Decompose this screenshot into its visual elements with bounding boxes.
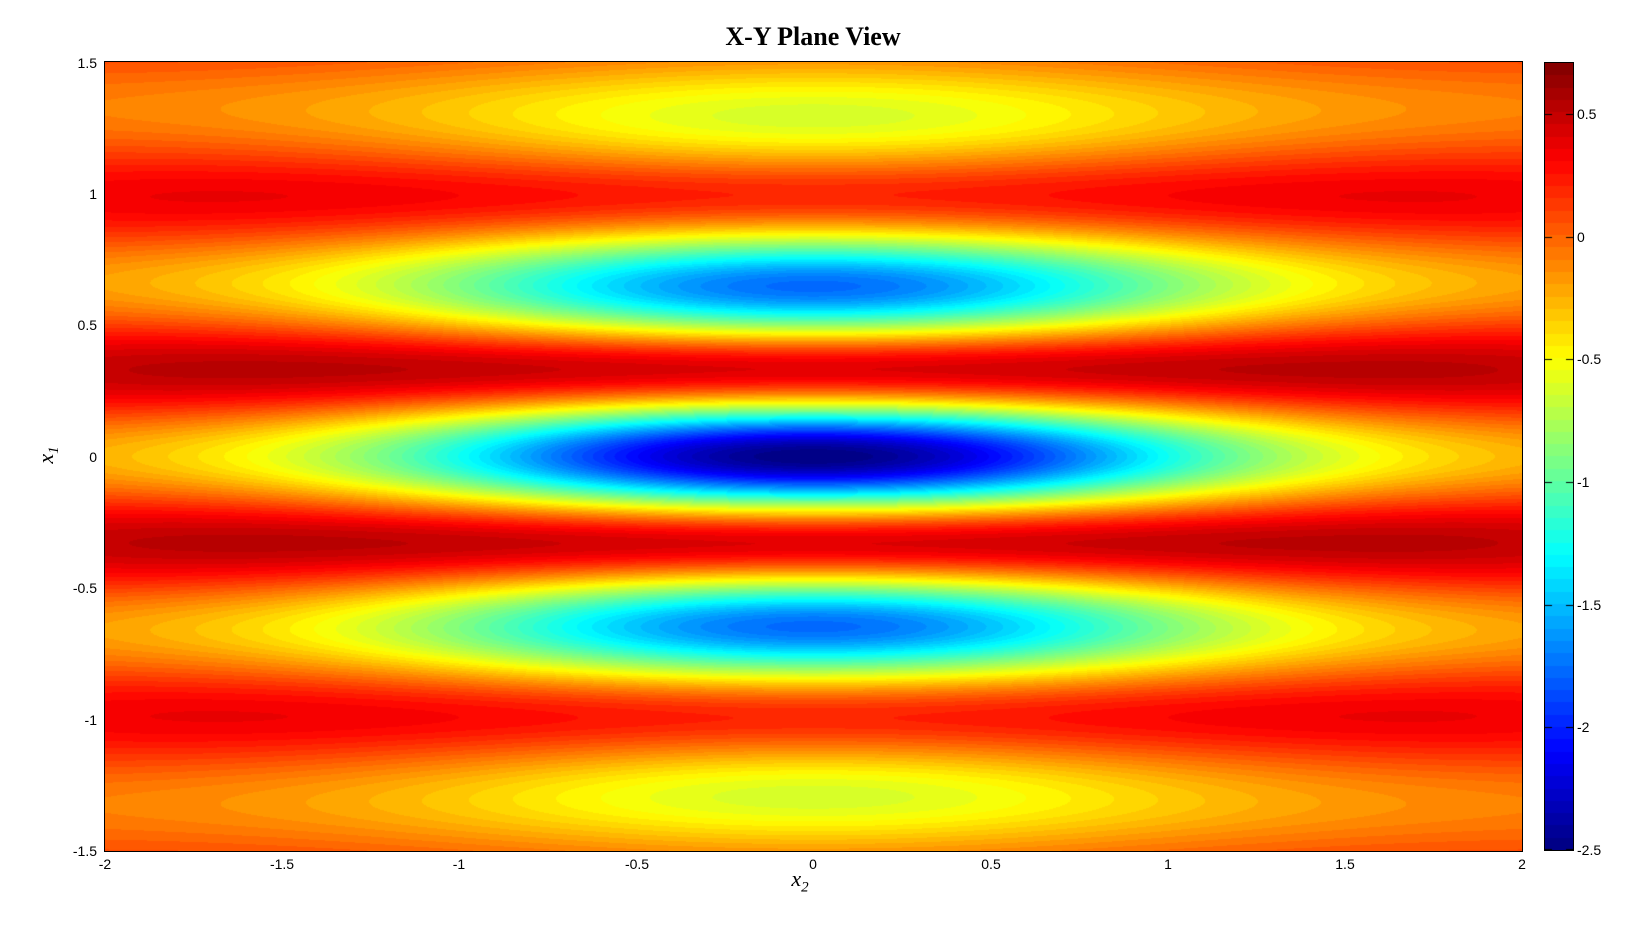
colorbar (1544, 62, 1574, 851)
y-tick-label: -1.5 (72, 843, 97, 859)
y-tick-label: 1.5 (77, 55, 97, 71)
x-tick-label: -1 (452, 856, 466, 872)
y-tick-label: 1 (89, 186, 97, 202)
x-axis-label: x2 (791, 866, 808, 896)
x-tick-label: 0 (809, 856, 817, 872)
colorbar-tick-label: 0 (1577, 229, 1585, 245)
x-axis-label-base: x (791, 866, 802, 891)
colorbar-tick-label: -1 (1577, 474, 1590, 490)
colorbar-tick-label: -2 (1577, 719, 1590, 735)
y-tick-label: 0.5 (77, 317, 97, 333)
x-tick-label: 2 (1518, 856, 1526, 872)
colorbar-tick-label: 0.5 (1577, 106, 1597, 122)
x-tick-label: 1.5 (1335, 856, 1355, 872)
y-tick-label: -0.5 (72, 580, 97, 596)
x-tick-label: -1.5 (269, 856, 295, 872)
y-axis-label: x1 (33, 446, 63, 463)
y-axis-label-base: x (32, 453, 58, 464)
contour-plot-canvas (104, 61, 1523, 852)
chart-title: X-Y Plane View (725, 22, 901, 51)
x-axis-label-sub: 2 (801, 879, 809, 896)
x-tick-label: -2 (98, 856, 112, 872)
y-tick-label: 0 (89, 449, 97, 465)
colorbar-tick-label: -2.5 (1577, 842, 1602, 858)
y-tick-label: -1 (84, 712, 97, 728)
x-tick-label: 0.5 (981, 856, 1001, 872)
y-axis-label-sub: 1 (46, 446, 63, 454)
x-tick-label: 1 (1164, 856, 1172, 872)
colorbar-tick-label: -1.5 (1577, 597, 1602, 613)
x-tick-label: -0.5 (624, 856, 650, 872)
colorbar-tick-label: -0.5 (1577, 351, 1602, 367)
